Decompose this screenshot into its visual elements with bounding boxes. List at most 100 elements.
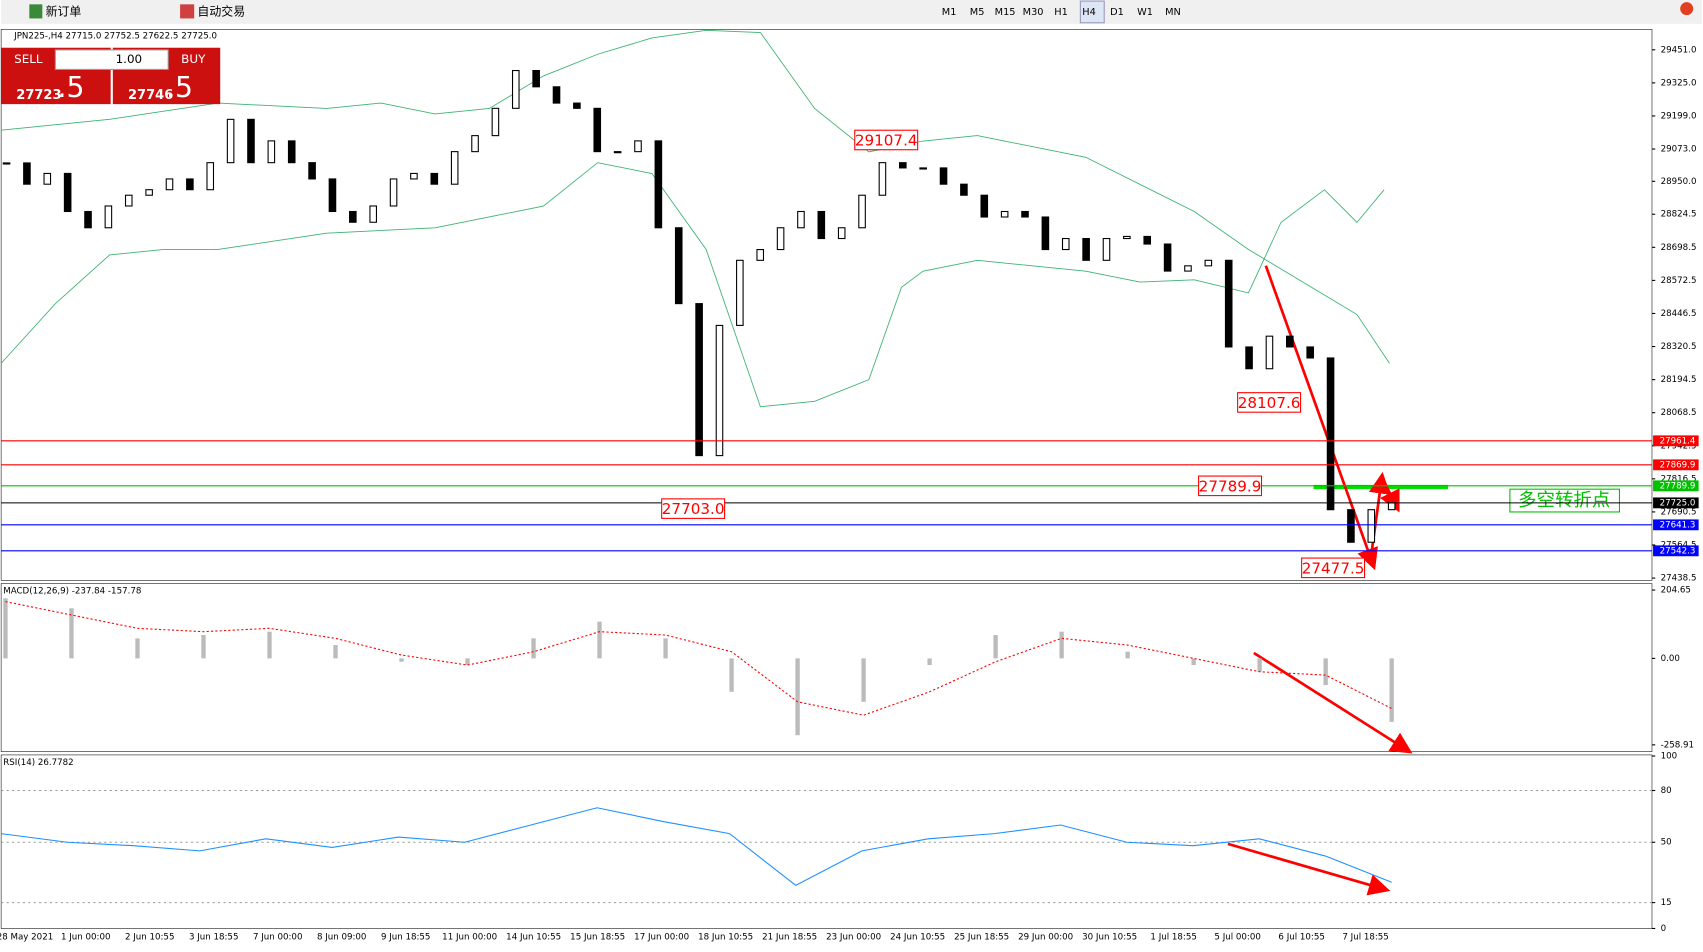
candle	[1224, 259, 1233, 348]
candle	[410, 172, 418, 180]
y-tick-label: 27438.5	[1661, 574, 1697, 584]
y-tick-label: 100	[1661, 752, 1678, 762]
y-tick-label: 29199.0	[1661, 111, 1697, 121]
candle	[145, 189, 153, 196]
candle	[837, 227, 846, 240]
macd-bar	[3, 598, 8, 659]
y-tick-label: 50	[1661, 838, 1672, 848]
toolbar-button[interactable]: 自动交易	[197, 4, 245, 18]
lot[interactable]: 1.00	[116, 52, 143, 66]
x-tick-label: 21 Jun 18:55	[762, 933, 817, 943]
candle	[654, 140, 663, 229]
x-tick-label: 6 Jul 10:55	[1278, 933, 1324, 943]
annotation: 27789.9	[1199, 477, 1262, 495]
x-tick-label: 14 Jun 10:55	[506, 933, 561, 943]
bid: 27723	[16, 88, 61, 103]
timeframe[interactable]: W1	[1137, 7, 1153, 18]
x-tick-label: 9 Jun 18:55	[381, 933, 430, 943]
level-label: 27961.4	[1660, 436, 1696, 446]
buy-button[interactable]: BUY	[181, 52, 206, 66]
macd-bar	[69, 608, 74, 659]
candle	[1021, 210, 1029, 218]
indicator-title: MACD(12,26,9) -237.84 -157.78	[3, 587, 141, 597]
macd-bar	[135, 638, 140, 659]
candle	[23, 162, 31, 185]
macd-bar	[729, 658, 734, 692]
candle	[1347, 509, 1355, 543]
y-tick-label: 29073.0	[1661, 145, 1697, 155]
y-tick-label: 28824.5	[1661, 210, 1697, 220]
y-tick-label: 15	[1661, 898, 1672, 908]
x-tick-label: 7 Jul 18:55	[1342, 933, 1388, 943]
annotation-box	[1198, 475, 1263, 497]
macd-bar	[267, 631, 272, 659]
icon[interactable]	[29, 4, 43, 19]
timeframe[interactable]: M30	[1023, 7, 1044, 18]
timeframe[interactable]: D1	[1110, 7, 1124, 18]
candle	[736, 259, 744, 326]
macd-bar	[333, 645, 338, 659]
macd-bar	[201, 635, 206, 659]
candle	[899, 162, 907, 169]
level-tag	[1653, 545, 1699, 557]
lot-box[interactable]	[54, 49, 169, 70]
main-panel	[0, 29, 1653, 581]
candle	[1204, 259, 1213, 267]
candle	[858, 194, 866, 229]
macd-bar	[597, 621, 602, 659]
candle	[532, 69, 540, 88]
sell-button[interactable]: SELL	[14, 52, 43, 66]
candle	[247, 118, 255, 164]
x-tick-label: 11 Jun 00:00	[442, 933, 497, 943]
level-label: 27641.3	[1660, 520, 1696, 530]
candle	[715, 324, 724, 457]
candle	[2, 162, 11, 165]
y-tick-label: 0	[1661, 924, 1667, 934]
candle	[1163, 243, 1172, 272]
bollinger-band	[0, 162, 1385, 408]
candle	[104, 205, 113, 229]
candle	[1367, 509, 1376, 543]
timeframe[interactable]: M5	[970, 7, 985, 18]
tf-active	[1079, 0, 1105, 24]
x-tick-label: 15 Jun 18:55	[570, 933, 625, 943]
icon[interactable]	[180, 4, 195, 19]
y-tick-label: 28446.5	[1661, 309, 1697, 319]
candle	[817, 210, 826, 240]
candle	[287, 140, 296, 164]
candle	[1123, 235, 1131, 240]
timeframe[interactable]: MN	[1165, 7, 1181, 18]
candle	[206, 162, 215, 191]
candle	[1265, 335, 1274, 370]
macd-bar	[1059, 631, 1064, 659]
candle	[552, 86, 561, 104]
candle	[84, 210, 92, 229]
x-tick-label: 24 Jun 10:55	[890, 933, 945, 943]
toolbar-button[interactable]: 新订单	[46, 4, 82, 18]
timeframe[interactable]: H1	[1054, 7, 1068, 18]
timeframe[interactable]: M15	[995, 7, 1016, 18]
level-label: 27725.0	[1660, 498, 1696, 508]
timeframe[interactable]: H4	[1082, 7, 1096, 18]
timeframe[interactable]: M1	[942, 7, 957, 18]
indicator-title: RSI(14) 26.7782	[3, 758, 73, 768]
rsi-line	[1, 807, 1392, 887]
candle	[980, 194, 989, 218]
y-tick-label: 29325.0	[1661, 78, 1697, 88]
candle	[450, 151, 459, 185]
annotation: 28107.6	[1238, 394, 1301, 412]
candle	[593, 107, 602, 153]
candle	[919, 167, 927, 170]
chart-header: JPN225-,H4 27715.0 27752.5 27622.5 27725…	[13, 31, 217, 41]
y-tick-label: 204.65	[1661, 586, 1691, 596]
macd-bar	[465, 658, 470, 666]
candle	[1306, 346, 1314, 359]
note: 多空转折点	[1518, 490, 1610, 511]
level-label: 27789.9	[1660, 481, 1696, 491]
candle	[1143, 235, 1152, 245]
notify[interactable]	[1680, 2, 1694, 16]
x-tick-label: 3 Jun 18:55	[189, 933, 238, 943]
candle	[695, 303, 703, 457]
macd-bar	[861, 658, 866, 702]
candle	[634, 140, 642, 153]
